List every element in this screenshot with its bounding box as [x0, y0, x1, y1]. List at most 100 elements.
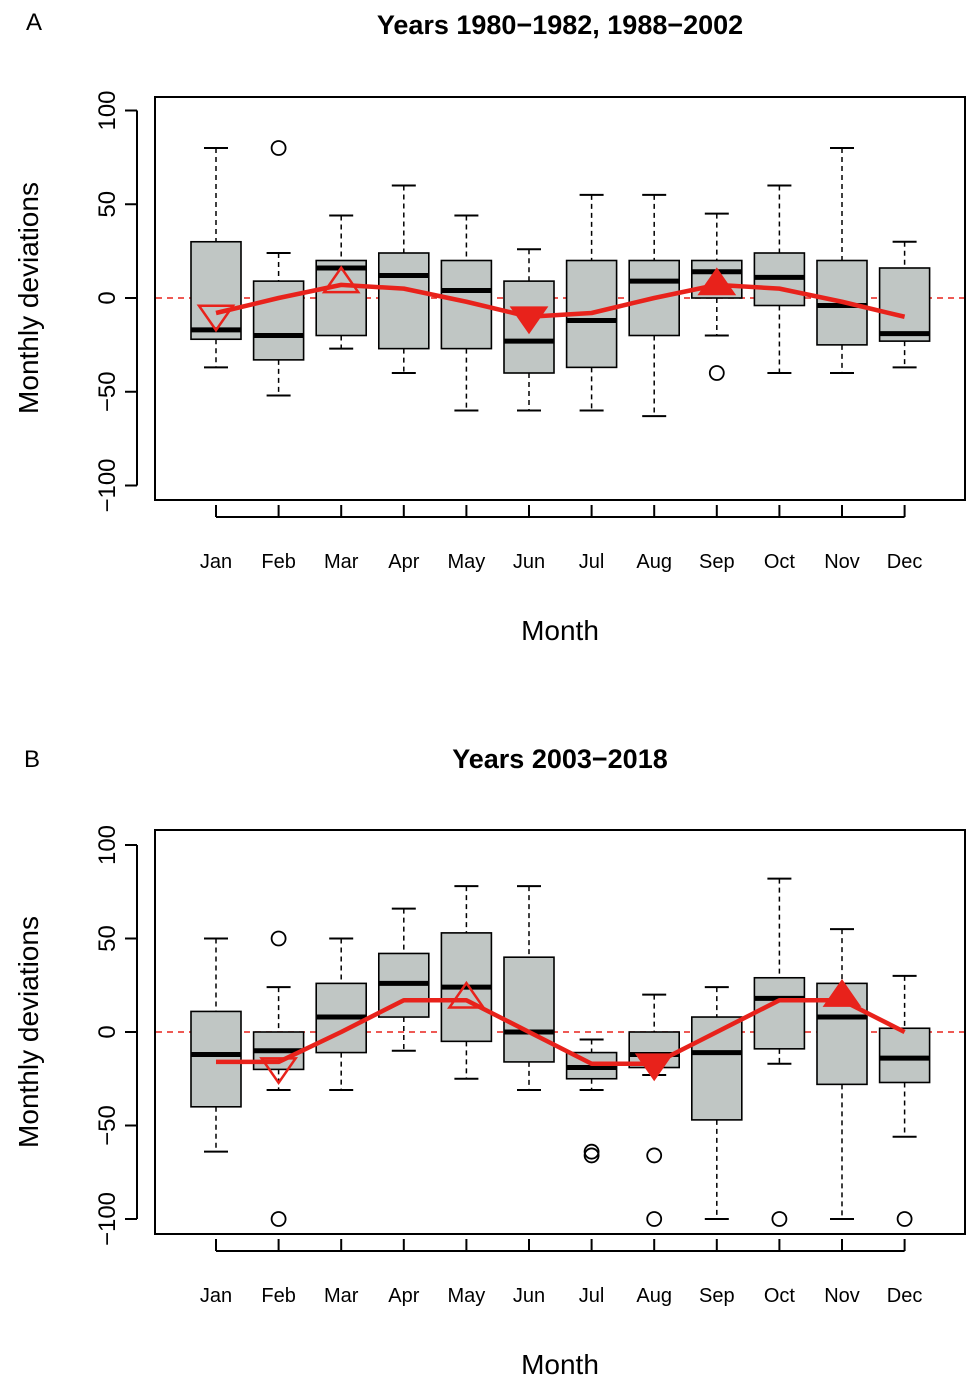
panel-a-box-jul	[565, 193, 618, 412]
panel-a-marker-jan-down	[196, 304, 236, 333]
panel-b-box-sep	[690, 986, 743, 1220]
panel-a-box-oct	[753, 184, 806, 374]
panel-b-xtick-label: Oct	[764, 1285, 796, 1307]
panel-b-ytick-label: −50	[94, 1105, 121, 1146]
panel-b-xtick-label: Apr	[388, 1285, 419, 1307]
panel-a-xtick-label: Jan	[200, 551, 232, 573]
panel-a-xtick-label: Mar	[324, 551, 359, 573]
panel-b-box-mar	[315, 937, 368, 1091]
panel-b-box-oct	[753, 877, 806, 1227]
panel-b-ylabel: Monthly deviations	[13, 916, 44, 1148]
panel-a: A Years 1980−1982, 1988−2002 Month Month…	[13, 9, 966, 646]
panel-a-title: Years 1980−1982, 1988−2002	[377, 10, 743, 40]
panel-b-box-jan	[190, 937, 242, 1153]
panel-b-marker-nov-up	[822, 978, 862, 1007]
panel-b-xtick-label: Mar	[324, 1285, 359, 1307]
panel-a-marker-jun-down	[509, 306, 549, 335]
panel-b-marker-aug-down	[634, 1053, 674, 1082]
panel-b-xtick-label: Nov	[824, 1285, 860, 1307]
panel-a-marker-mar-up	[321, 265, 361, 294]
box-iqr	[878, 267, 931, 342]
panel-b-frame	[154, 829, 966, 1235]
outlier-point	[646, 1211, 663, 1227]
panel-b-xtick-label: Sep	[699, 1285, 735, 1307]
panel-a-trend-line	[215, 282, 906, 319]
panel-b-xtick-label: Feb	[261, 1285, 295, 1307]
panel-a-xtick-label: Apr	[388, 551, 419, 573]
outlier-point	[583, 1143, 600, 1160]
panel-a-xtick-label: Jun	[513, 551, 545, 573]
panel-a-xtick-label: Aug	[636, 551, 672, 573]
panel-a-letter: A	[26, 9, 42, 36]
panel-b-ytick-label: 50	[94, 925, 121, 952]
panel-a-xtick-label: Oct	[764, 551, 796, 573]
box-iqr	[190, 1010, 242, 1108]
outlier-point	[270, 930, 287, 947]
panel-a-ytick-label: −100	[94, 458, 121, 512]
panel-a-box-aug	[628, 193, 681, 418]
panel-a-plot-area: −100 −50 0 50 100 Jan Feb Mar Apr May Jun Jul Aug Sep…	[94, 90, 966, 573]
panel-a-box-mar	[315, 214, 368, 350]
panel-a-ytick-label: 50	[94, 191, 121, 218]
panel-b-ytick-label: 0	[94, 1025, 121, 1038]
outlier-point	[896, 1211, 913, 1227]
panel-a-xtick-label: Jul	[579, 551, 605, 573]
panel-b-title: Years 2003−2018	[452, 744, 667, 774]
outlier-point	[771, 1211, 788, 1227]
panel-a-xlabel: Month	[521, 615, 599, 646]
panel-a-box-dec	[878, 240, 931, 369]
panel-a-box-jan	[190, 147, 242, 369]
panel-b-xtick-label: Jul	[579, 1285, 605, 1307]
panel-a-xtick-label: Dec	[887, 551, 923, 573]
panel-b: B Years 2003−2018 Month Monthly deviatio…	[13, 744, 966, 1377]
panel-a-box-sep	[690, 212, 743, 381]
panel-a-box-feb	[252, 140, 305, 397]
panel-b-xtick-label: Jan	[200, 1285, 232, 1307]
outlier-point	[270, 1211, 287, 1227]
panel-b-xtick-label: Aug	[636, 1285, 672, 1307]
panel-b-marker-may-up	[447, 980, 486, 1009]
panel-b-box-feb	[252, 930, 305, 1227]
outlier-point	[270, 140, 287, 156]
box-iqr	[315, 259, 368, 337]
panel-b-box-dec	[878, 974, 931, 1227]
box-iqr	[190, 240, 242, 341]
panel-a-ytick-label: 100	[94, 90, 121, 130]
panel-a-ytick-label: 0	[94, 291, 121, 304]
panel-a-xtick-label: Nov	[824, 551, 860, 573]
panel-b-box-may	[440, 885, 493, 1080]
outlier-point	[708, 365, 725, 381]
panel-b-xtick-label: Jun	[513, 1285, 545, 1307]
box-iqr	[753, 976, 806, 1050]
panel-b-plot-area: −100 −50 0 50 100 Jan Feb Mar Apr May Jun Jul Aug Sep…	[94, 825, 966, 1307]
panel-b-ytick-label: −100	[94, 1192, 121, 1246]
panel-b-marker-feb-down	[259, 1057, 298, 1086]
box-iqr	[878, 1027, 931, 1084]
panel-a-ylabel: Monthly deviations	[13, 182, 44, 414]
panel-b-letter: B	[24, 746, 40, 773]
panel-a-box-apr	[377, 184, 430, 374]
panel-a-marker-sep-up	[697, 267, 737, 296]
panel-b-box-jun	[503, 885, 555, 1091]
panel-a-xtick-label: Feb	[261, 551, 295, 573]
panel-a-ytick-label: −50	[94, 371, 121, 412]
outlier-point	[583, 1147, 600, 1164]
panel-a-xtick-label: May	[448, 551, 486, 573]
box-iqr	[503, 956, 555, 1063]
panel-a-box-may	[440, 214, 493, 412]
panel-b-xtick-label: May	[448, 1285, 486, 1307]
panel-a-xtick-label: Sep	[699, 551, 735, 573]
panel-b-ytick-label: 100	[94, 825, 121, 865]
panel-a-box-nov	[816, 147, 868, 374]
box-iqr	[377, 252, 430, 350]
panel-b-xlabel: Month	[521, 1349, 599, 1377]
panel-b-box-nov	[816, 928, 868, 1220]
panel-b-box-jul	[565, 1038, 618, 1164]
panel-a-frame	[154, 96, 966, 501]
outlier-point	[646, 1147, 663, 1164]
panel-b-xtick-label: Dec	[887, 1285, 923, 1307]
panel-b-box-apr	[377, 907, 430, 1052]
panel-b-box-aug	[628, 993, 681, 1227]
panel-b-trend-line	[216, 997, 906, 1067]
